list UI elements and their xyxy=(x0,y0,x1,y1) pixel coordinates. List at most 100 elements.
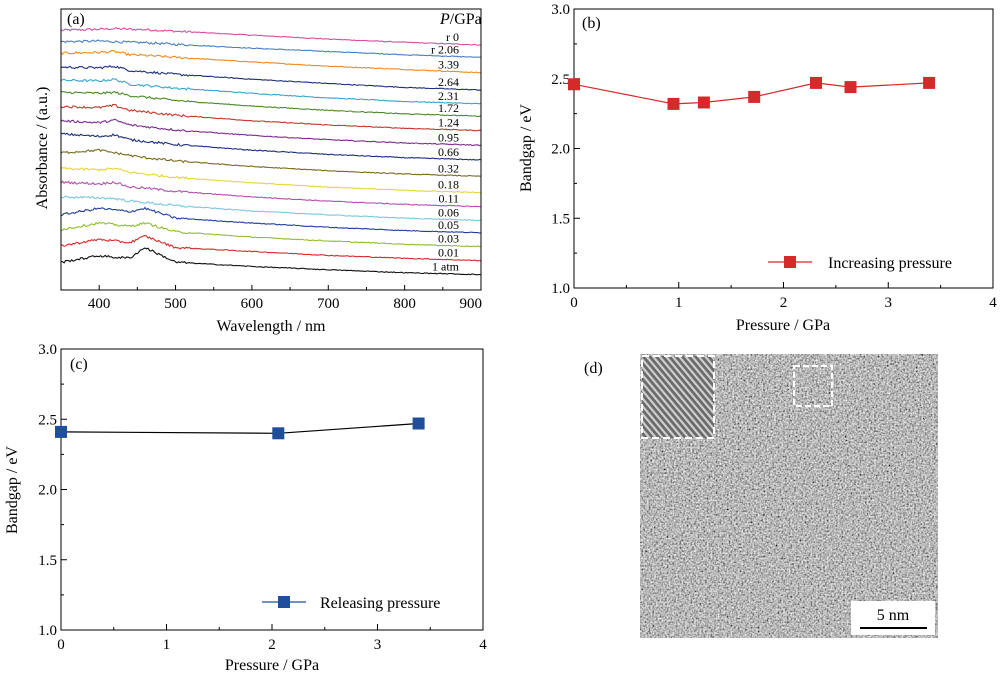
tem-inset-frame xyxy=(641,355,715,439)
panel-b-y-tick-label: 1.5 xyxy=(551,211,570,227)
curve-label-1: r 2.06 xyxy=(431,42,459,56)
panel-a-legend-title: P/GPa xyxy=(439,11,482,28)
panel-a-x-tick-label: 400 xyxy=(88,296,111,312)
panel-b-ticks: 0 1 2 3 4 1.0 1.5 2.0 2.5 3.0 xyxy=(551,2,997,311)
curve-label-15: 0.01 xyxy=(438,246,459,260)
panel-a-x-tick-label: 800 xyxy=(393,296,416,312)
panel-b-x-axis-label: Pressure / GPa xyxy=(736,317,830,334)
panel-c-x-tick-label: 0 xyxy=(57,637,65,653)
panel-c-x-tick-label: 4 xyxy=(479,637,487,653)
panel-b-y-tick-label: 3.0 xyxy=(551,2,570,18)
absorbance-curve-7 xyxy=(60,118,482,147)
panel-c-x-tick-label: 1 xyxy=(163,637,171,653)
absorbance-curve-12 xyxy=(60,195,482,222)
panel-b-x-tick-label: 0 xyxy=(570,295,578,311)
curve-label-2: 3.39 xyxy=(438,58,459,72)
curve-label-0: r 0 xyxy=(446,30,459,44)
absorbance-curve-2 xyxy=(60,50,482,74)
absorbance-curve-4 xyxy=(60,77,481,105)
scale-bar-label: 5 nm xyxy=(877,607,910,624)
panel-a-absorbance-chart: r 0r 2.06 3.39 2.642.311.721.240.950.66 0.3… xyxy=(34,8,483,335)
panel-c-frame xyxy=(60,348,484,631)
absorbance-curve-1 xyxy=(60,39,482,58)
panel-c-x-axis-label: Pressure / GPa xyxy=(225,657,319,673)
panel-c-y-tick-label: 1.0 xyxy=(38,623,57,639)
panel-b-legend-marker xyxy=(784,256,796,268)
panel-c-legend: Releasing pressure xyxy=(262,595,440,612)
panel-b-x-tick-label: 4 xyxy=(989,295,997,311)
panel-b-y-tick-label: 2.0 xyxy=(551,142,570,158)
panel-c-x-tick-label: 2 xyxy=(268,637,276,653)
panel-c-y-tick-label: 1.5 xyxy=(38,553,57,569)
panel-c-x-tick-label: 3 xyxy=(374,637,382,653)
panel-c-bandgap-releasing-chart: 0 1 2 3 4 1.0 1.5 2.0 2.5 3.0 (c) Releasing press… xyxy=(4,342,487,673)
panel-b-point xyxy=(923,76,936,89)
panel-b-point xyxy=(844,81,857,94)
panel-b-y-tick-label: 1.0 xyxy=(551,281,570,297)
panel-b-legend: Increasing pressure xyxy=(768,255,952,272)
panel-a-x-tick-label: 700 xyxy=(317,296,340,312)
panel-b-point xyxy=(568,78,580,91)
panel-c-ticks: 0 1 2 3 4 1.0 1.5 2.0 2.5 3.0 xyxy=(38,342,487,653)
panel-c-y-tick-label: 2.0 xyxy=(38,483,57,499)
panel-b-point xyxy=(697,96,710,109)
panel-c-point xyxy=(412,417,425,430)
panel-b-y-tick-label: 2.5 xyxy=(551,72,570,88)
curve-label-8: 0.66 xyxy=(438,145,459,159)
curve-label-6: 1.24 xyxy=(438,116,459,130)
scale-bar-box xyxy=(851,601,935,635)
panel-a-x-tick-label: 500 xyxy=(164,296,187,312)
panel-b-legend-text: Increasing pressure xyxy=(828,255,952,272)
curve-label-12: 0.06 xyxy=(438,205,459,219)
panel-b-point xyxy=(810,76,822,89)
absorbance-curve-14 xyxy=(60,221,482,248)
panel-c-point xyxy=(272,427,285,440)
panel-c-legend-text: Releasing pressure xyxy=(320,595,440,612)
panel-d-label: (d) xyxy=(584,360,603,377)
curve-label-16: 1 atm xyxy=(432,260,460,274)
absorbance-curve-10 xyxy=(60,166,482,194)
curve-label-7: 0.95 xyxy=(438,130,459,144)
panel-c-y-tick-label: 2.5 xyxy=(38,412,57,428)
panel-b-x-tick-label: 3 xyxy=(885,295,893,311)
panel-a-frame xyxy=(60,8,482,291)
curve-label-4: 2.31 xyxy=(438,89,459,103)
panel-a-label: (a) xyxy=(67,11,85,28)
panel-c-y-tick-label: 3.0 xyxy=(38,342,57,358)
panel-c-series-line xyxy=(60,422,419,434)
panel-a-y-axis-label: Absorbance / (a.u.) xyxy=(34,87,51,210)
absorbance-curve-15 xyxy=(61,235,481,262)
panel-b-x-tick-label: 2 xyxy=(780,295,788,311)
panel-c-series xyxy=(55,417,425,440)
panel-b-point xyxy=(748,90,761,103)
panel-b-y-axis-label: Bandgap / eV xyxy=(518,104,535,192)
curve-label-14: 0.03 xyxy=(438,232,459,246)
panel-c-y-axis-label: Bandgap / eV xyxy=(4,446,21,534)
absorbance-curve-9 xyxy=(60,148,481,177)
panel-d-tem-image: (d) 5 nm xyxy=(584,354,938,638)
panel-c-point xyxy=(55,425,67,438)
panel-b-bandgap-increasing-chart: 0 1 2 3 4 1.0 1.5 2.0 2.5 3.0 (b) Increasing pres… xyxy=(518,2,997,334)
absorbance-curve-5 xyxy=(60,90,482,117)
tem-inset-fringes xyxy=(642,356,714,438)
curve-label-5: 1.72 xyxy=(438,101,459,115)
panel-b-series xyxy=(568,76,936,110)
tem-selected-region xyxy=(793,365,833,407)
panel-a-curves xyxy=(60,26,482,276)
curve-label-3: 2.64 xyxy=(438,75,459,89)
absorbance-curve-8 xyxy=(60,132,482,161)
curve-label-11: 0.11 xyxy=(438,192,459,206)
panel-b-x-tick-label: 1 xyxy=(675,295,683,311)
panel-c-label: (c) xyxy=(70,356,88,373)
panel-a-x-ticks: 400 500 600 700 800 900 xyxy=(60,285,483,312)
panel-a-x-tick-label: 900 xyxy=(460,296,483,312)
panel-a-x-tick-label: 600 xyxy=(241,296,264,312)
absorbance-curve-11 xyxy=(60,180,481,208)
curve-label-13: 0.05 xyxy=(438,218,459,232)
panel-b-point xyxy=(667,97,680,110)
panel-b-frame xyxy=(573,8,994,289)
absorbance-curve-0 xyxy=(60,26,482,46)
absorbance-curve-6 xyxy=(60,103,482,132)
absorbance-curve-13 xyxy=(60,206,481,234)
